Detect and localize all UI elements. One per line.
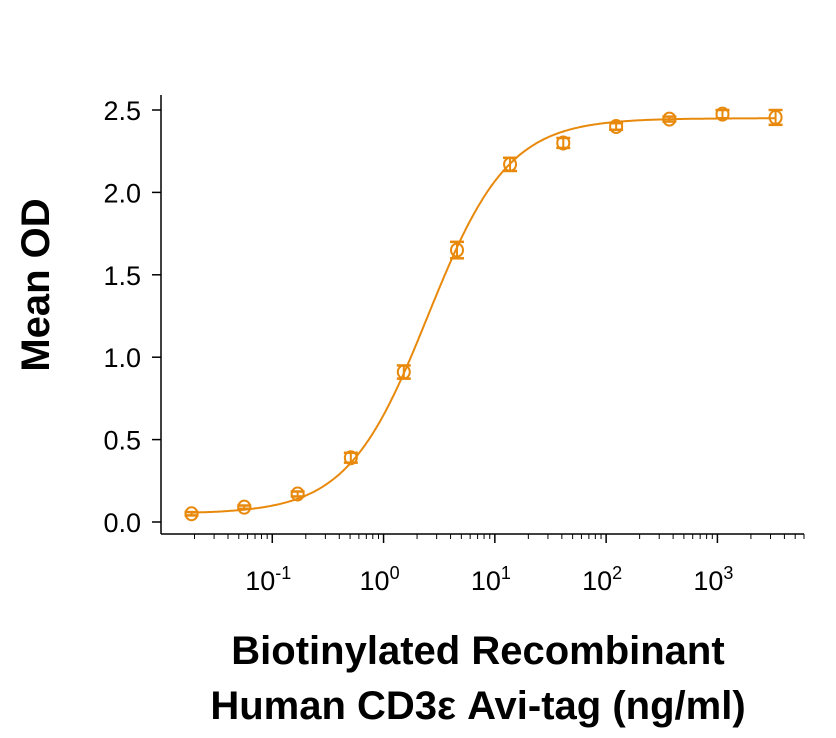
data-point bbox=[343, 450, 358, 466]
y-tick-label: 0.0 bbox=[103, 508, 141, 538]
data-point bbox=[662, 111, 677, 127]
data-point bbox=[503, 156, 518, 173]
fit-curve-group bbox=[191, 117, 776, 514]
y-tick-label: 1.0 bbox=[103, 343, 141, 373]
axes: 0.0 0.5 1.0 1.5 2.0 2.5 10-1 100 101 102 103 bbox=[103, 95, 805, 596]
x-tick-label: 100 bbox=[360, 563, 400, 596]
y-tick-label: 2.0 bbox=[103, 178, 141, 208]
data-point bbox=[290, 486, 305, 502]
data-point bbox=[609, 118, 624, 134]
y-tick-label: 1.5 bbox=[103, 261, 141, 291]
data-point bbox=[768, 108, 783, 127]
data-point bbox=[396, 364, 411, 380]
x-tick-label: 103 bbox=[693, 563, 733, 596]
data-points bbox=[184, 106, 783, 522]
x-axis-title-line-2: Human CD3ε Avi-tag (ng/ml) bbox=[210, 684, 745, 728]
circle-marker bbox=[237, 499, 252, 515]
circle-marker bbox=[556, 135, 571, 151]
data-point bbox=[184, 506, 199, 522]
x-tick-label: 101 bbox=[471, 563, 511, 596]
circle-marker bbox=[343, 450, 358, 466]
circle-marker bbox=[609, 118, 624, 134]
y-tick-label: 2.5 bbox=[103, 96, 141, 126]
data-point bbox=[556, 135, 571, 151]
y-axis-title: Mean OD bbox=[14, 198, 58, 371]
circle-marker bbox=[715, 106, 730, 122]
circle-marker bbox=[184, 506, 199, 522]
data-point bbox=[237, 499, 252, 515]
x-tick-label: 102 bbox=[582, 563, 622, 596]
circle-marker bbox=[662, 111, 677, 127]
circle-marker bbox=[449, 242, 464, 258]
fit-curve bbox=[191, 117, 776, 514]
circle-marker bbox=[768, 109, 783, 125]
circle-marker bbox=[396, 364, 411, 380]
x-tick-label: 10-1 bbox=[245, 563, 291, 596]
circle-marker bbox=[290, 486, 305, 502]
y-tick-label: 0.5 bbox=[103, 426, 141, 456]
circle-marker bbox=[503, 156, 518, 172]
data-point bbox=[715, 106, 730, 122]
x-axis-title-line-1: Biotinylated Recombinant bbox=[231, 629, 724, 673]
data-point bbox=[449, 240, 464, 260]
